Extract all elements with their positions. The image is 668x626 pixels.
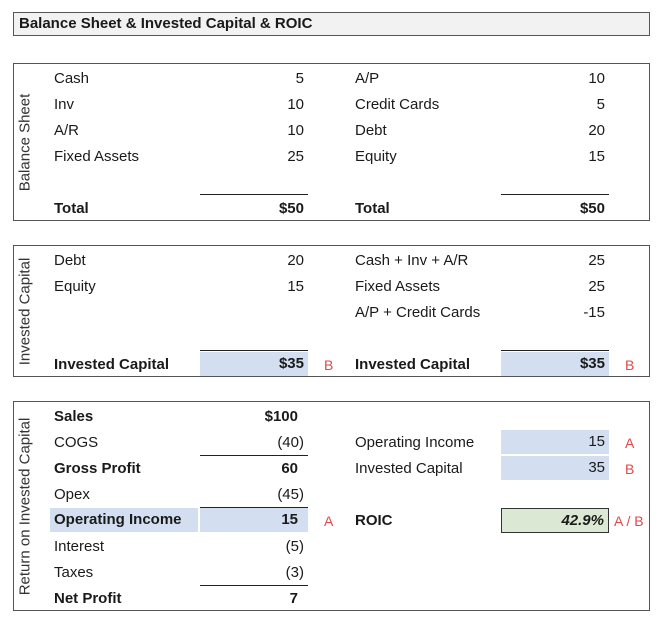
liability-value: 5: [596, 96, 605, 113]
income-value: 15: [200, 508, 308, 532]
income-label: Gross Profit: [54, 460, 141, 477]
asset-label: Fixed Assets: [54, 148, 140, 165]
liability-label: Equity: [355, 148, 397, 165]
financing-value: 15: [287, 278, 304, 295]
income-value: (40): [277, 434, 304, 451]
asset-value: 10: [287, 122, 304, 139]
operating-value: -15: [583, 304, 605, 321]
asset-value: 10: [287, 96, 304, 113]
income-value: 7: [289, 590, 298, 607]
income-label: Operating Income: [54, 511, 182, 528]
assets-total-rule: [200, 194, 308, 195]
roic-label: ROIC: [355, 512, 393, 529]
operating-value: 25: [588, 278, 605, 295]
roic-side-label: Return on Invested Capital: [16, 417, 34, 595]
assets-total-label: Total: [54, 200, 89, 217]
income-value: 60: [281, 460, 298, 477]
calc-marker: A: [625, 435, 635, 451]
liabilities-total-value: $50: [579, 200, 605, 217]
liabilities-total-rule: [501, 194, 609, 195]
op-income-marker: A: [324, 513, 334, 529]
opex-rule: [200, 507, 308, 508]
invested-capital-side-label: Invested Capital: [16, 257, 34, 365]
ic-right-total-value: $35: [501, 352, 609, 376]
income-label: Taxes: [54, 564, 94, 581]
ic-left-total-value: $35: [200, 352, 308, 376]
liability-value: 15: [588, 148, 605, 165]
cogs-rule: [200, 455, 308, 456]
operating-label: A/P + Credit Cards: [355, 304, 481, 321]
calc-value: 15: [501, 430, 609, 454]
op-income-label-cell: Operating Income: [50, 508, 198, 532]
income-label: Sales: [54, 408, 94, 425]
financing-label: Debt: [54, 252, 86, 269]
income-value: (3): [285, 564, 304, 581]
ic-left-rule: [200, 350, 308, 351]
income-label: Opex: [54, 486, 90, 503]
operating-value: 25: [588, 252, 605, 269]
income-value: (45): [277, 486, 304, 503]
invested-capital-panel: Invested Capital Debt 20 Equity 15 Cash …: [13, 245, 650, 377]
financing-value: 20: [287, 252, 304, 269]
income-label: COGS: [54, 434, 99, 451]
liabilities-total-label: Total: [355, 200, 390, 217]
asset-label: A/R: [54, 122, 80, 139]
assets-total-value: $50: [278, 200, 304, 217]
roic-value: 42.9%: [501, 508, 609, 533]
liability-label: Debt: [355, 122, 387, 139]
income-label: Net Profit: [54, 590, 122, 607]
calc-marker: B: [625, 461, 635, 477]
income-value: (5): [285, 538, 304, 555]
balance-sheet-side-label: Balance Sheet: [16, 93, 34, 191]
asset-value: 25: [287, 148, 304, 165]
ic-left-marker: B: [324, 357, 334, 373]
financing-label: Equity: [54, 278, 96, 295]
taxes-rule: [200, 585, 308, 586]
roic-panel: Return on Invested Capital Sales $100 CO…: [13, 401, 650, 611]
income-label: Interest: [54, 538, 105, 555]
calc-label: Invested Capital: [355, 460, 463, 477]
roic-marker: A / B: [614, 513, 644, 529]
liability-label: A/P: [355, 70, 380, 87]
asset-label: Inv: [54, 96, 75, 113]
ic-right-rule: [501, 350, 609, 351]
operating-label: Fixed Assets: [355, 278, 441, 295]
liability-value: 10: [588, 70, 605, 87]
asset-label: Cash: [54, 70, 90, 87]
income-value: $100: [264, 408, 298, 425]
calc-value: 35: [501, 456, 609, 480]
liability-label: Credit Cards: [355, 96, 440, 113]
ic-left-total-label: Invested Capital: [54, 356, 170, 373]
ic-right-marker: B: [625, 357, 635, 373]
operating-label: Cash + Inv + A/R: [355, 252, 469, 269]
ic-right-total-label: Invested Capital: [355, 356, 471, 373]
balance-sheet-panel: Balance Sheet Cash 5 Inv 10 A/R 10 Fixed…: [13, 63, 650, 221]
page-title: Balance Sheet & Invested Capital & ROIC: [13, 12, 650, 36]
calc-label: Operating Income: [355, 434, 475, 451]
liability-value: 20: [588, 122, 605, 139]
asset-value: 5: [295, 70, 304, 87]
